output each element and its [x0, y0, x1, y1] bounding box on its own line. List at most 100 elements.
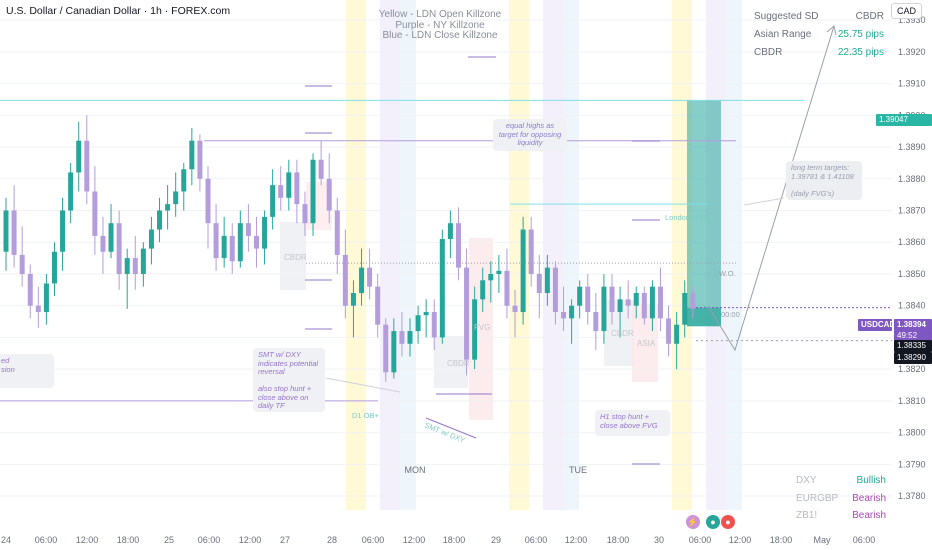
candle-body	[399, 331, 405, 344]
candle-body	[116, 223, 122, 274]
candle-body	[423, 312, 429, 316]
correlation-row: EURGBP Bearish	[796, 490, 886, 508]
candle-body	[318, 159, 324, 179]
x-tick-label: 24	[1, 535, 11, 545]
y-tick-label: 1.3820	[898, 364, 926, 374]
x-tick-label: 12:00	[729, 535, 752, 545]
y-tick-label: 1.3790	[898, 459, 926, 469]
candle-body	[278, 185, 284, 198]
killzone-band	[509, 0, 529, 510]
candle-body	[270, 185, 276, 217]
candle-body	[100, 235, 106, 252]
candle-body	[140, 248, 146, 274]
killzone-band	[380, 0, 400, 510]
currency-button[interactable]: CAD	[890, 3, 922, 19]
candle-body	[148, 229, 154, 249]
cbdr-box-label: CBDR	[284, 253, 307, 262]
weekly-open-label: W.O.	[719, 269, 736, 278]
left-truncated-note: ed sion	[0, 354, 54, 388]
y-tick-label: 1.3910	[898, 79, 926, 89]
y-tick-label: 1.3810	[898, 396, 926, 406]
killzone-legend-yellow: Yellow - LDN Open Killzone	[378, 9, 502, 20]
stats-label: Asian Range	[754, 29, 812, 40]
candle-body	[464, 267, 470, 360]
candle-body	[561, 312, 567, 319]
entry-zone	[687, 307, 721, 327]
smt-reversal-note: SMT w/ DXY indicates potential reversal …	[253, 348, 325, 412]
candle-body	[229, 235, 235, 262]
candle-body	[641, 292, 647, 319]
candle-body	[367, 267, 373, 287]
projection-arrowhead	[826, 25, 837, 36]
cbdr-box-label: CBDR	[447, 359, 470, 368]
candle-body	[359, 267, 365, 293]
flag-icon[interactable]: ●	[706, 515, 720, 529]
candle-body	[245, 223, 251, 236]
candle-body	[35, 305, 41, 313]
candle-body	[657, 286, 663, 319]
x-tick-label: 18:00	[117, 535, 140, 545]
candle-body	[552, 267, 558, 313]
equal-highs-note: equal highs as target for opposing liqui…	[493, 119, 567, 151]
x-tick-label: 29	[491, 535, 501, 545]
candle-body	[536, 273, 542, 293]
stats-label: Suggested SD	[754, 11, 819, 22]
candle-body	[92, 191, 98, 236]
long-term-pointer	[743, 197, 785, 206]
candle-body	[625, 299, 631, 306]
y-tick-label: 1.3840	[898, 301, 926, 311]
countdown-label: 49:52	[894, 330, 932, 341]
stats-value: 25.75 pips	[837, 29, 884, 40]
y-tick-label: 1.3920	[898, 47, 926, 57]
flag-icon-2[interactable]: ●	[721, 515, 735, 529]
candle-body	[690, 292, 696, 309]
lightning-icon[interactable]: ⚡	[686, 515, 700, 529]
candle-body	[415, 315, 421, 332]
x-tick-label: 18:00	[443, 535, 466, 545]
killzone-legend-blue: Blue - LDN Close Killzone	[382, 30, 498, 41]
x-tick-label: 18:00	[607, 535, 630, 545]
long-term-targets-note: long term targets: 1.39781 & 1.41108 (da…	[786, 161, 862, 200]
candle-body	[342, 254, 348, 306]
midnight-label: 00:00	[721, 310, 740, 319]
day-label-tue: TUE	[569, 465, 587, 475]
candle-body	[496, 270, 502, 274]
candle-body	[262, 216, 268, 249]
stats-value: CBDR	[855, 11, 884, 22]
day-label-mon: MON	[405, 465, 426, 475]
candle-body	[181, 169, 187, 192]
candle-body	[294, 172, 300, 205]
stats-row: Suggested SD CBDR	[754, 8, 884, 26]
candle-body	[383, 324, 389, 373]
x-tick-label: 12:00	[403, 535, 426, 545]
candle-body	[649, 286, 655, 319]
candle-body	[455, 223, 461, 268]
y-tick-label: 1.3870	[898, 206, 926, 216]
x-tick-label: 06:00	[198, 535, 221, 545]
candle-body	[76, 140, 82, 173]
correlation-label: EURGBP	[796, 492, 839, 504]
killzone-band	[400, 0, 416, 510]
candle-body	[617, 299, 623, 313]
candle-body	[27, 273, 33, 306]
candle-body	[302, 204, 308, 224]
candle-body	[108, 223, 114, 252]
candle-body	[286, 172, 292, 198]
candle-body	[3, 210, 9, 252]
symbol-label: USDCAD	[858, 319, 895, 331]
candle-body	[19, 254, 25, 274]
candle-body	[593, 312, 599, 332]
candle-body	[407, 331, 413, 344]
x-tick-label: 30	[654, 535, 664, 545]
candle-body	[569, 305, 575, 319]
candle-body	[682, 292, 688, 325]
candle-body	[391, 331, 397, 373]
killzone-band	[543, 0, 563, 510]
candle-body	[528, 229, 534, 274]
candle-body	[326, 178, 332, 211]
killzone-band	[346, 0, 366, 510]
y-tick-label: 1.3860	[898, 237, 926, 247]
candle-body	[350, 292, 356, 306]
correlation-table: DXY Bullish EURGBP Bearish ZB1! Bearish	[796, 472, 886, 525]
